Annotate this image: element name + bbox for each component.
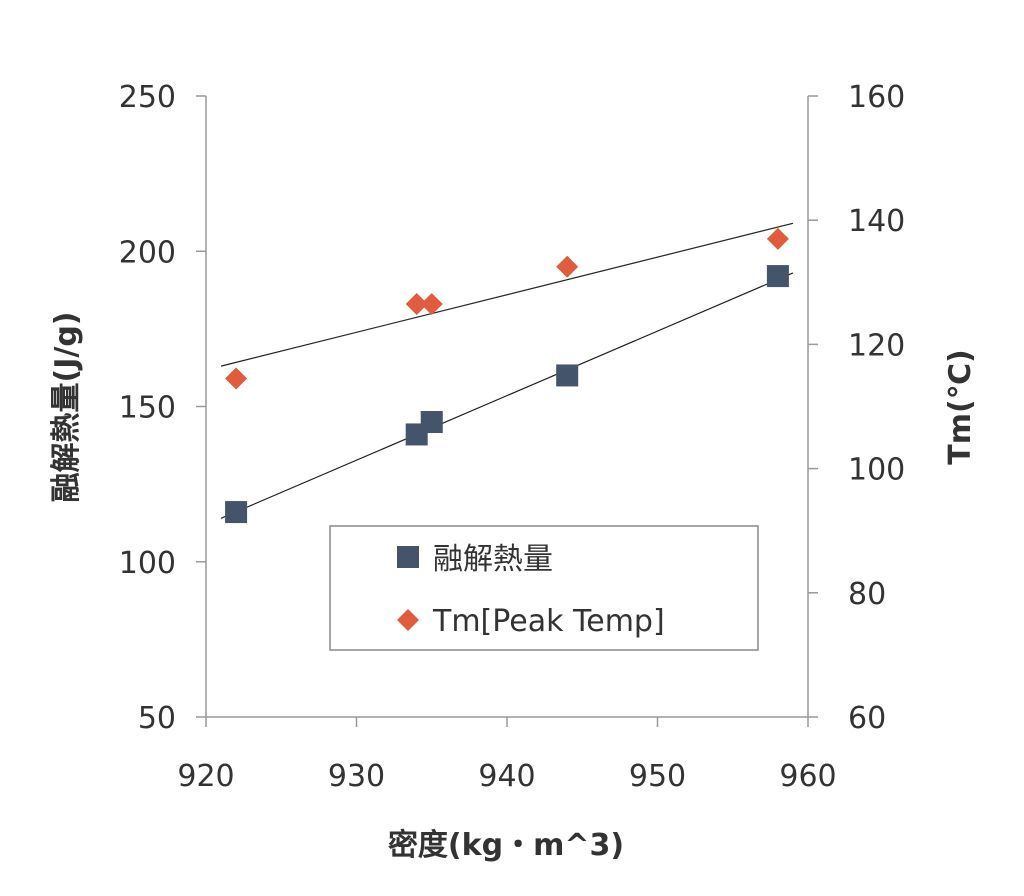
- y-tick-label: 200: [119, 235, 176, 270]
- y2-tick-label: 120: [848, 328, 905, 363]
- y2-tick-label: 100: [848, 453, 905, 488]
- x-tick-label: 950: [629, 759, 686, 794]
- point-diamond-2: [420, 293, 443, 316]
- y-tick-label: 250: [119, 80, 176, 115]
- point-square-3: [556, 364, 579, 387]
- y-tick-label: 100: [119, 546, 176, 581]
- point-square-2: [420, 411, 443, 434]
- y2-tick-label: 160: [848, 80, 905, 115]
- legend-marker-diamond: [397, 609, 419, 631]
- y2-tick-label: 140: [848, 204, 905, 239]
- legend: 融解熱量 Tm[Peak Temp]: [329, 525, 759, 651]
- y2-tick-label: 60: [848, 701, 886, 736]
- legend-marker-square: [397, 546, 419, 568]
- x-axis-title: 密度(kg・m^3): [388, 828, 624, 863]
- y-tick-label: 50: [138, 701, 176, 736]
- trendlines: [220, 222, 794, 519]
- x-tick-label: 960: [779, 759, 836, 794]
- point-square-4: [766, 265, 789, 288]
- trendline-series-1: [220, 222, 794, 367]
- point-square-0: [225, 501, 248, 524]
- legend-label-1: Tm[Peak Temp]: [432, 604, 665, 639]
- x-tick-label: 940: [478, 759, 535, 794]
- data-marks: [225, 227, 789, 524]
- x-tick-label: 920: [177, 759, 234, 794]
- y-axis-title: 融解熱量(J/g): [49, 311, 84, 502]
- point-diamond-4: [766, 227, 789, 250]
- x-tick-label: 930: [328, 759, 385, 794]
- y2-tick-label: 80: [848, 577, 886, 612]
- trendline-series-0: [220, 272, 794, 519]
- y2-axis-title: Tm(℃): [943, 349, 978, 464]
- point-diamond-3: [556, 255, 579, 278]
- axes: 50 100 150 200 250 60 80 100 120 140 160 920 930 940 9…: [119, 80, 906, 794]
- point-diamond-0: [225, 367, 248, 390]
- y-tick-label: 150: [119, 391, 176, 426]
- legend-label-0: 融解熱量: [433, 542, 553, 577]
- point-diamond-1: [405, 293, 428, 316]
